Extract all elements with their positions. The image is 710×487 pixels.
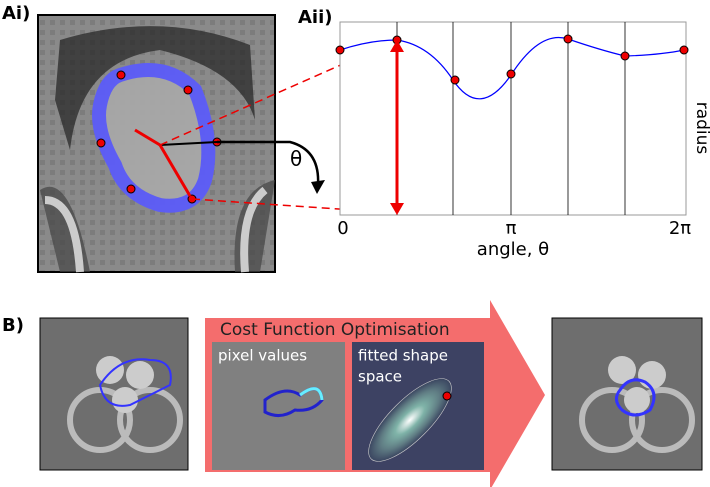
x-tick-label: 2π <box>669 218 691 239</box>
panel-label: Aii) <box>298 7 333 28</box>
angle-symbol: θ <box>290 147 302 171</box>
x-axis-label: angle, θ <box>477 239 549 260</box>
inset-label: space <box>358 368 402 386</box>
y-axis-label: radius <box>692 102 710 155</box>
panel-label: B) <box>2 315 24 336</box>
figure: Ai) θ Aii) 0 π 2π angle, θ radius B) Cos… <box>0 0 710 487</box>
plot-aii <box>336 22 688 215</box>
inset-label: fitted shape <box>358 347 448 365</box>
image-b-left <box>40 318 188 470</box>
image-ai <box>38 15 275 272</box>
banner-title: Cost Function Optimisation <box>220 320 450 340</box>
x-tick-label: 0 <box>337 218 348 239</box>
inset-label: pixel values <box>218 347 307 365</box>
image-b-right <box>552 318 702 470</box>
x-tick-label: π <box>506 218 517 239</box>
panel-label: Ai) <box>2 3 30 24</box>
